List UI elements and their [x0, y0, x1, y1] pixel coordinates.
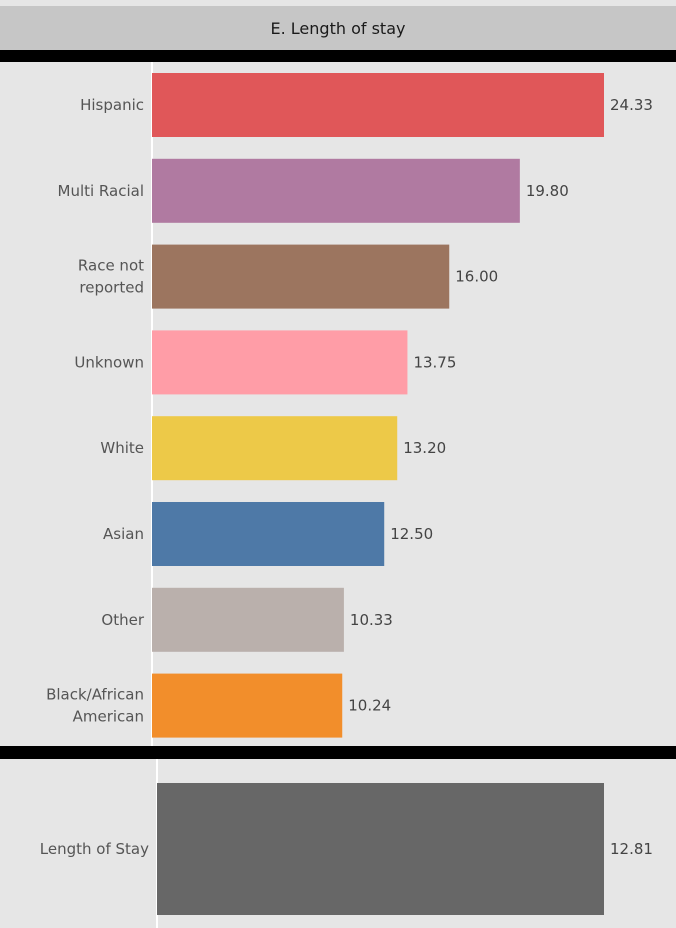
category-label-length-of-stay: Length of Stay	[40, 840, 149, 858]
bar-asian[interactable]	[152, 502, 385, 566]
race-bar-chart-panel: Hispanic 24.33 Multi Racial 19.80 Race not re…	[0, 62, 676, 746]
category-label-race-not-reported: Race not reported	[78, 257, 144, 297]
category-label-multi-racial: Multi Racial	[58, 182, 145, 200]
bar-length-of-stay[interactable]	[157, 783, 604, 915]
bar-unknown[interactable]	[152, 330, 408, 395]
bar-multi-racial[interactable]	[152, 158, 520, 223]
bar-black-african-american[interactable]	[152, 673, 343, 738]
total-bar-chart-panel: Length of Stay 12.81	[0, 759, 676, 928]
value-label-other: 10.33	[350, 611, 393, 629]
chart-title-bar: E. Length of stay	[0, 6, 676, 50]
category-label-other: Other	[101, 611, 144, 629]
category-label-asian: Asian	[103, 525, 144, 543]
category-label-hispanic: Hispanic	[80, 96, 144, 114]
value-label-race-not-reported: 16.00	[455, 268, 498, 286]
value-label-length-of-stay: 12.81	[610, 840, 653, 858]
value-label-black-african-american: 10.24	[348, 697, 391, 715]
race-bar-chart: Hispanic 24.33 Multi Racial 19.80 Race not re…	[46, 62, 653, 746]
top-divider	[0, 50, 676, 62]
bar-race-not-reported[interactable]	[152, 244, 450, 309]
chart-title: E. Length of stay	[270, 18, 406, 38]
bar-white[interactable]	[152, 416, 398, 481]
value-label-hispanic: 24.33	[610, 96, 653, 114]
value-label-multi-racial: 19.80	[526, 182, 569, 200]
section-divider	[0, 746, 676, 759]
category-label-white: White	[100, 439, 144, 457]
bar-hispanic[interactable]	[152, 73, 604, 137]
category-label-black-african-american: Black/African American	[46, 686, 144, 726]
bar-other[interactable]	[152, 587, 344, 652]
value-label-white: 13.20	[403, 439, 446, 457]
value-label-unknown: 13.75	[413, 353, 456, 371]
value-label-asian: 12.50	[390, 525, 433, 543]
total-bar-chart: Length of Stay 12.81	[40, 759, 653, 928]
category-label-unknown: Unknown	[74, 353, 144, 371]
